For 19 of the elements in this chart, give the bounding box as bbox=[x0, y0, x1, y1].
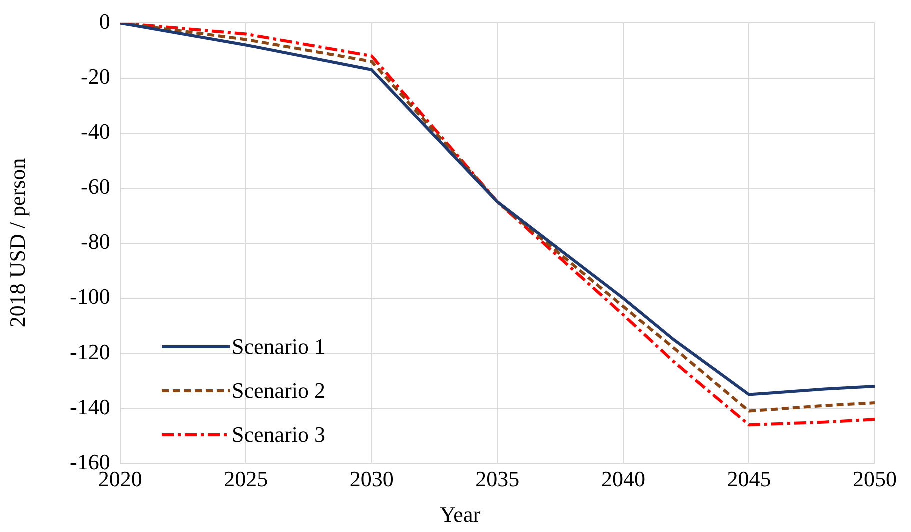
x-tick-label: 2035 bbox=[476, 466, 520, 492]
x-tick-label: 2040 bbox=[601, 466, 646, 492]
x-tick-label: 2030 bbox=[350, 466, 394, 492]
y-tick-label: -40 bbox=[81, 119, 110, 144]
y-axis-title: 2018 USD / person bbox=[5, 157, 31, 330]
legend-label: Scenario 1 bbox=[232, 334, 326, 360]
x-axis-title: Year bbox=[440, 502, 481, 528]
legend-label: Scenario 3 bbox=[232, 422, 326, 448]
y-tick-label: -140 bbox=[70, 394, 110, 420]
y-tick-label: -120 bbox=[70, 339, 110, 364]
x-tick-label: 2050 bbox=[853, 466, 897, 492]
x-tick-label: 2045 bbox=[727, 466, 772, 492]
y-tick-label: -60 bbox=[81, 174, 110, 200]
x-tick-label: 2025 bbox=[224, 466, 268, 492]
legend-label: Scenario 2 bbox=[232, 378, 326, 404]
y-tick-label: 0 bbox=[99, 8, 110, 34]
y-tick-label: -80 bbox=[81, 229, 110, 254]
y-tick-label: -20 bbox=[81, 64, 110, 90]
y-tick-label: -100 bbox=[70, 284, 110, 310]
